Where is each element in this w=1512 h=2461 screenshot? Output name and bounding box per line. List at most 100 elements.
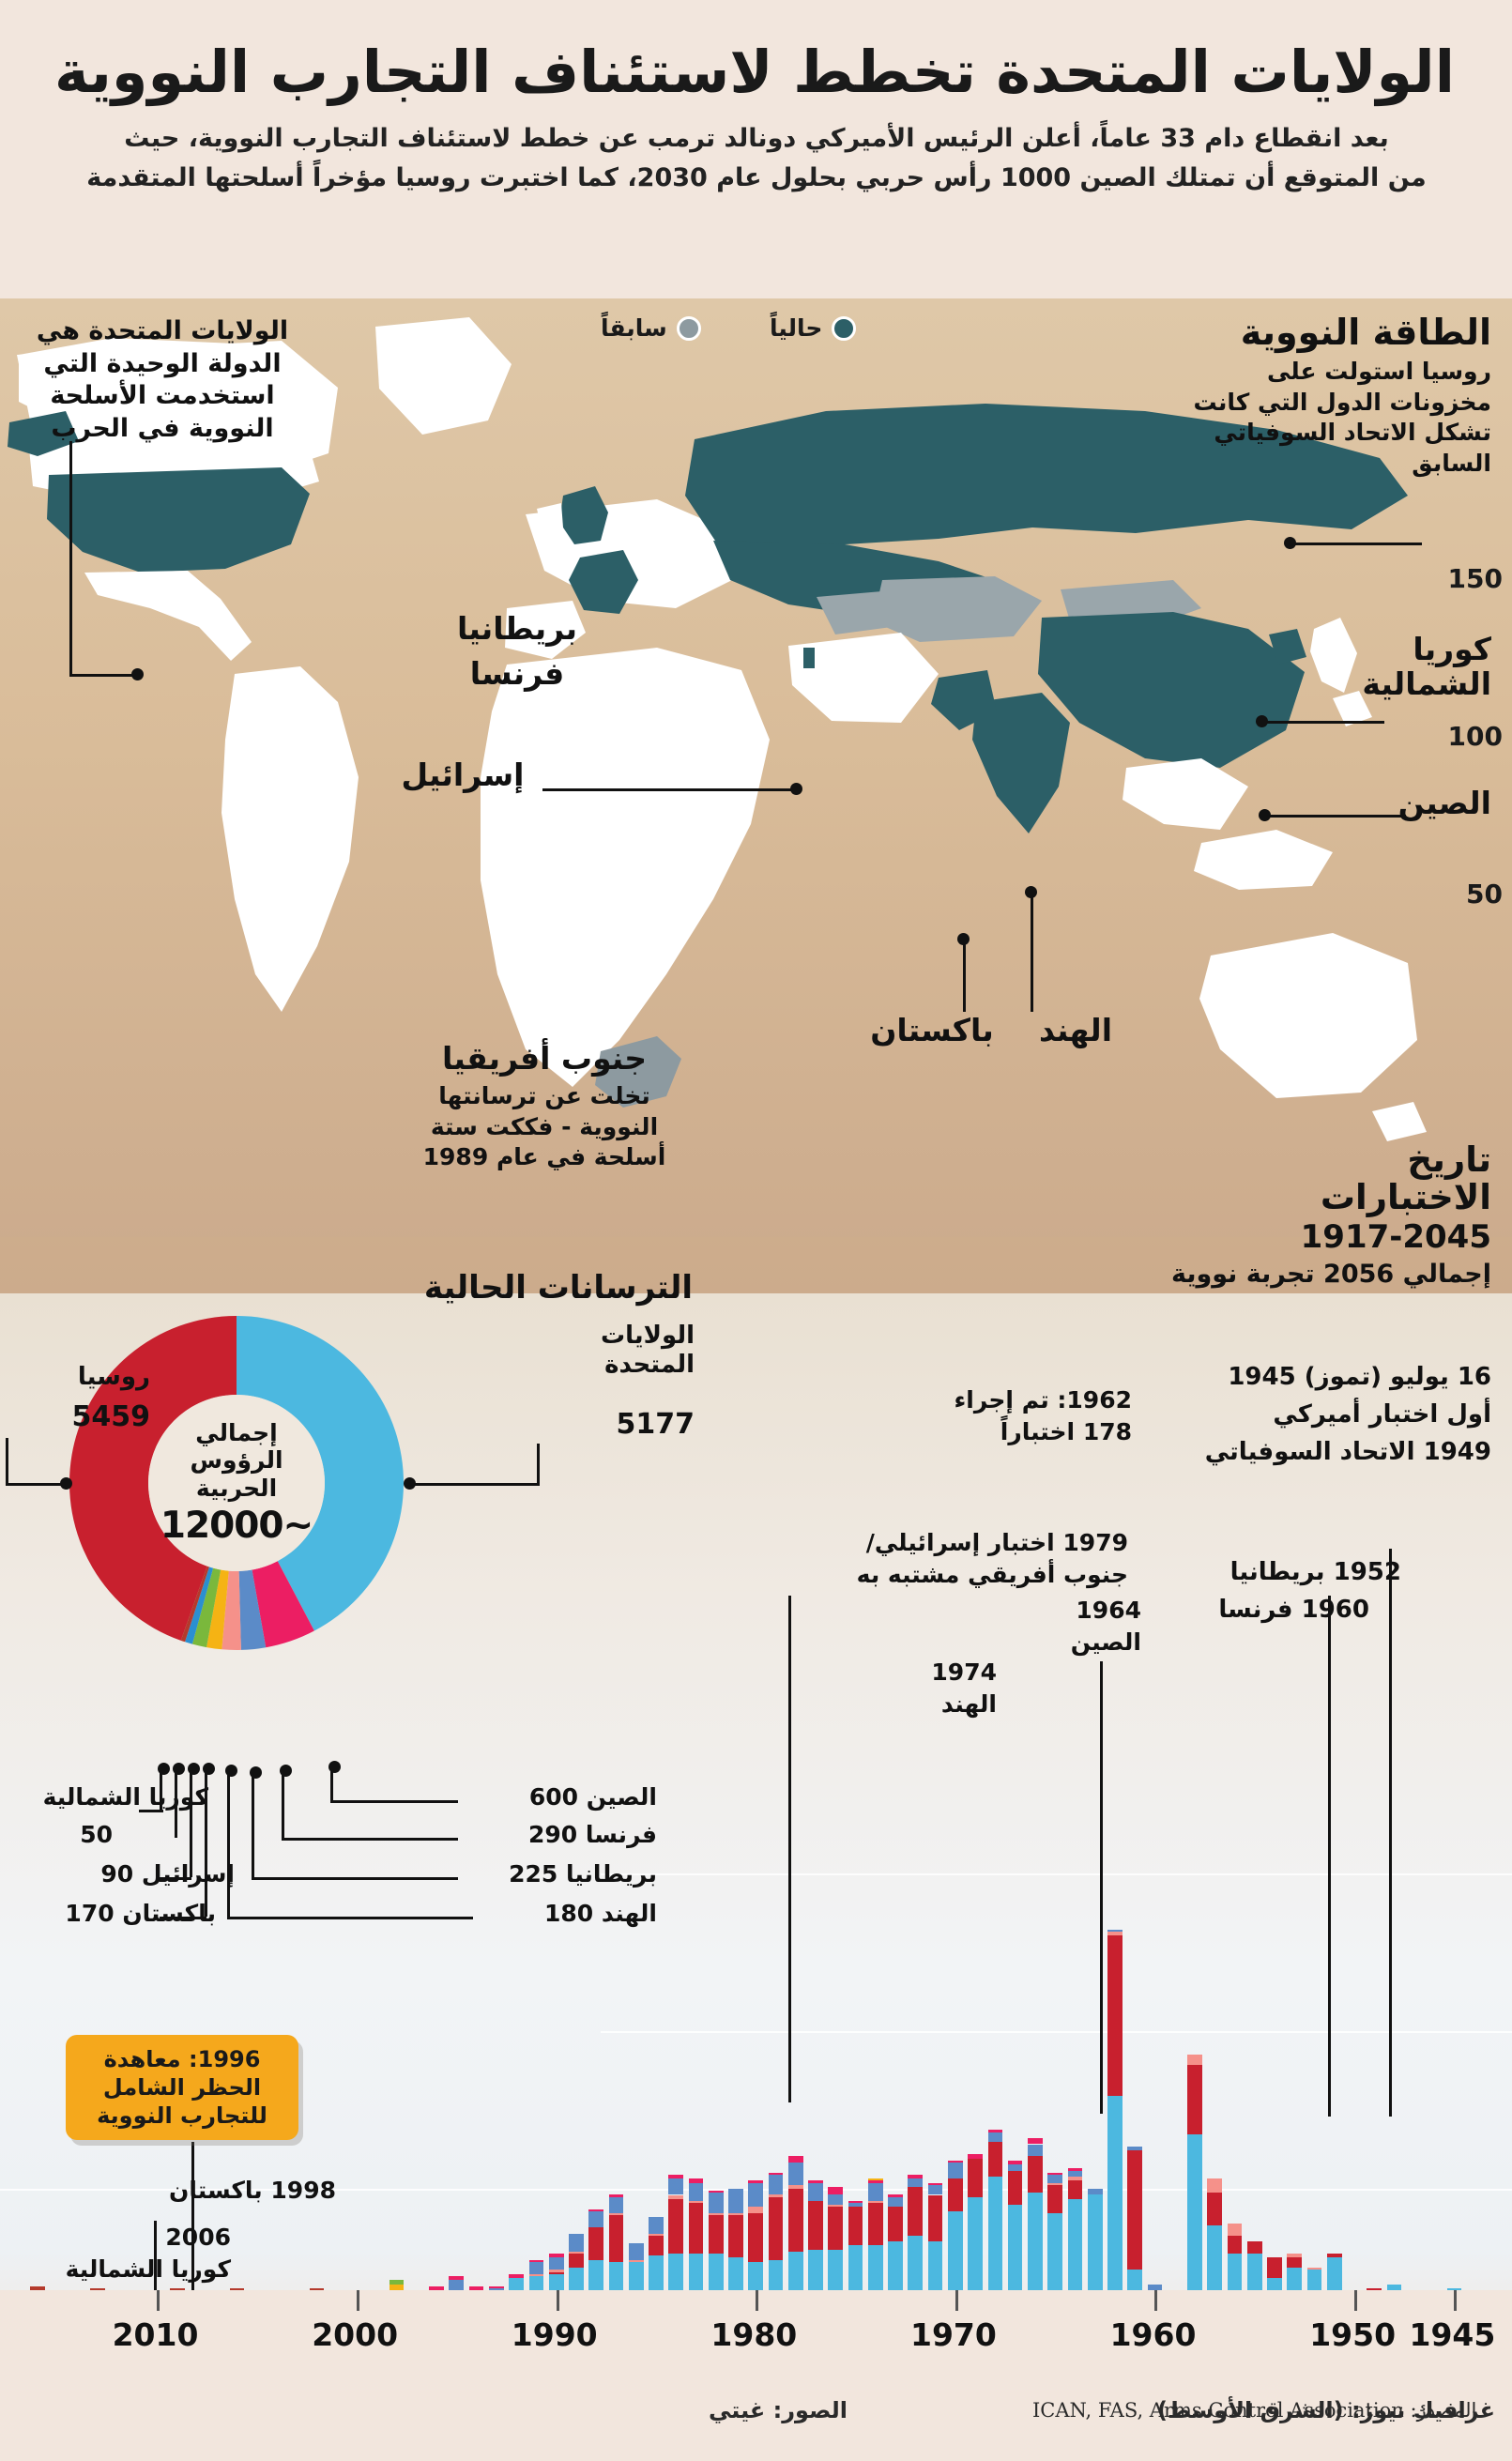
bar-segment — [947, 2160, 963, 2163]
bar-segment — [548, 2257, 564, 2270]
annotation-1974-l2: الهند — [940, 1690, 997, 1718]
bar-1982 — [708, 2191, 724, 2290]
bar-segment — [748, 2212, 764, 2262]
test-history-heading-1: تاريخ — [1407, 1139, 1491, 1180]
bar-segment — [708, 2254, 724, 2290]
bar-1986 — [628, 2243, 644, 2290]
arsenals-title: الترسانات الحالية — [423, 1269, 694, 1307]
x-tick-1990: 1990 — [511, 2316, 598, 2353]
bar-2013 — [89, 2287, 105, 2290]
south-africa-note: تخلت عن ترسانتها النووية - فككت ستة أسلح… — [422, 1082, 666, 1170]
arsenal-label-india: الهند 180 — [544, 1900, 657, 1927]
bar-segment — [828, 2205, 844, 2208]
bar-segment — [1187, 2065, 1202, 2134]
bar-segment — [389, 2284, 405, 2290]
bar-segment — [1187, 2055, 1202, 2066]
bar-segment — [728, 2215, 743, 2258]
bar-segment — [608, 2212, 624, 2216]
bar-segment — [888, 2241, 903, 2290]
bar-segment — [1047, 2212, 1063, 2290]
bar-segment — [1028, 2156, 1043, 2194]
pakistan-slice-h — [160, 1917, 206, 1919]
bar-2002 — [309, 2287, 325, 2290]
donut-slice-3 — [238, 1569, 267, 1650]
bar-segment — [1067, 2177, 1083, 2181]
footer-graphic-credit: غرافيك نيوز: (الشرق الأوسط) — [1156, 2397, 1495, 2423]
bar-segment — [588, 2259, 604, 2290]
south-africa-title: جنوب أفريقيا — [441, 1040, 648, 1077]
bar-segment — [668, 2198, 684, 2255]
bar-segment — [628, 2259, 644, 2262]
bar-segment — [608, 2196, 624, 2213]
bar-1979 — [768, 2172, 784, 2290]
slice-dot-7 — [280, 1765, 292, 1777]
bar-1971 — [927, 2182, 943, 2290]
bar-1948 — [1386, 2284, 1402, 2290]
annotation-1964-l1: 1964 — [1076, 1597, 1141, 1624]
bar-segment — [1047, 2172, 1063, 2175]
bar-segment — [668, 2254, 684, 2290]
bar-segment — [1306, 2268, 1322, 2270]
bar-1952 — [1306, 2268, 1322, 2290]
bar-segment — [1367, 2287, 1382, 2290]
usa-leader-dot — [131, 668, 144, 680]
bar-segment — [649, 2233, 664, 2236]
india-leader-dot — [1025, 886, 1037, 898]
arsenal-label-russia-name: روسيا — [77, 1363, 150, 1391]
nk-leader-line — [1262, 721, 1384, 724]
bar-segment — [569, 2251, 584, 2255]
bar-segment — [1028, 2144, 1043, 2157]
france-slice-v — [282, 1768, 284, 1840]
bar-segment — [808, 2180, 823, 2183]
bar-segment — [1127, 2270, 1143, 2290]
test-event-1: أول اختبار أميركي — [1273, 1400, 1491, 1429]
bar-segment — [588, 2209, 604, 2211]
header: الولايات المتحدة تخطط لاستئناف التجارب ا… — [0, 0, 1512, 298]
bar-1981 — [728, 2189, 743, 2290]
arsenal-label-france: فرنسا 290 — [527, 1821, 657, 1848]
bar-2016 — [30, 2285, 45, 2290]
france-slice-h — [282, 1838, 458, 1841]
x-tick-1945: 1945 — [1409, 2316, 1496, 2353]
russia-stockpile-note: روسيا استولت على مخزونات الدول التي كانت… — [1193, 358, 1491, 477]
bar-segment — [489, 2285, 504, 2288]
bar-segment — [787, 2184, 803, 2189]
test-event-3: 1952 بريطانيا — [1229, 1558, 1401, 1586]
britain-slice-h — [252, 1877, 458, 1880]
bar-segment — [608, 2261, 624, 2290]
bar-1975 — [848, 2200, 863, 2290]
bar-segment — [1326, 2254, 1342, 2258]
donut-slice-2 — [252, 1561, 314, 1648]
nk-slice-v — [160, 1768, 162, 1811]
legend-dot-current-icon — [832, 315, 857, 341]
annotation-1962-l2: 178 اختباراً — [1000, 1418, 1132, 1445]
annline-1960 — [1389, 1549, 1392, 2117]
bar-segment — [748, 2207, 764, 2213]
test-event-2: 1949 الاتحاد السوفياتي — [1204, 1438, 1491, 1466]
y-tick-150: 150 — [1447, 563, 1503, 594]
footer-images-credit: الصور: غيتي — [709, 2397, 848, 2423]
bar-segment — [528, 2259, 544, 2262]
bar-segment — [688, 2254, 704, 2290]
bar-segment — [628, 2261, 644, 2290]
bar-segment — [987, 2177, 1003, 2290]
usa-donut-dot — [404, 1477, 416, 1490]
bar-1988 — [588, 2209, 604, 2290]
india-slice-h — [227, 1917, 473, 1919]
bar-1951 — [1326, 2254, 1342, 2290]
bar-segment — [768, 2194, 784, 2197]
israel-leader-dot — [790, 783, 802, 795]
bar-1976 — [828, 2186, 844, 2290]
bar-1994 — [468, 2285, 484, 2290]
annline-1998 — [154, 2221, 157, 2309]
bar-segment — [1287, 2254, 1303, 2258]
bar-1954 — [1267, 2257, 1282, 2290]
bar-segment — [947, 2210, 963, 2290]
china-leader-line — [1265, 815, 1406, 818]
bar-1957 — [1207, 2178, 1223, 2290]
bar-segment — [489, 2287, 504, 2290]
y-tick-100: 100 — [1447, 721, 1503, 752]
bar-segment — [1207, 2178, 1223, 2194]
bar-segment — [748, 2261, 764, 2290]
test-event-4: 1960 فرنسا — [1218, 1596, 1369, 1624]
